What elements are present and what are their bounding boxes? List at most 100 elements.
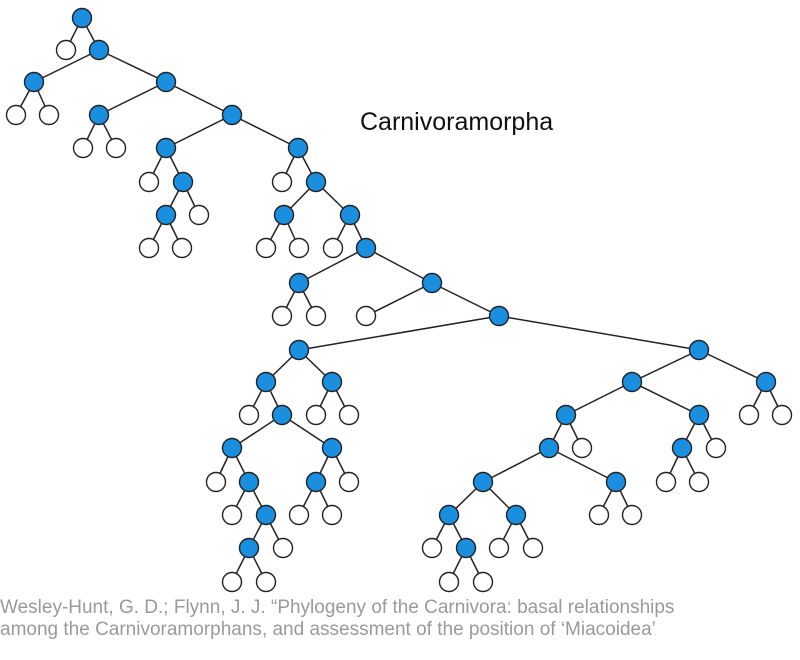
leaf-node: [321, 504, 343, 526]
tree-edge: [365, 247, 433, 284]
internal-node: [71, 7, 93, 29]
citation-line-1: Wesley-Hunt, G. D.; Flynn, J. J. “Phylog…: [0, 597, 675, 618]
leaf-node: [655, 471, 677, 493]
internal-node: [538, 437, 560, 459]
leaf-node: [472, 571, 494, 593]
internal-node: [155, 71, 177, 93]
tree-edge: [548, 447, 617, 483]
internal-node: [288, 339, 310, 361]
tree-edge: [365, 282, 433, 317]
leaf-node: [288, 237, 310, 259]
leaf-node: [738, 404, 760, 426]
internal-node: [255, 504, 277, 526]
tree-edge: [631, 381, 700, 416]
internal-node: [305, 471, 327, 493]
internal-node: [472, 471, 494, 493]
internal-node: [288, 272, 310, 294]
internal-node: [172, 171, 194, 193]
tree-edge: [431, 282, 500, 317]
phylogenetic-tree: [5, 7, 793, 593]
internal-node: [88, 39, 110, 61]
leaf-node: [221, 504, 243, 526]
leaf-node: [571, 437, 593, 459]
leaf-node: [421, 537, 443, 559]
tree-edge: [165, 114, 233, 149]
tree-edge: [298, 247, 367, 284]
internal-node: [671, 437, 693, 459]
internal-node: [155, 204, 177, 226]
leaf-node: [55, 39, 77, 61]
internal-node: [621, 371, 643, 393]
internal-node: [505, 504, 527, 526]
leaf-node: [305, 404, 327, 426]
tree-edge: [565, 381, 633, 416]
internal-node: [755, 371, 777, 393]
internal-node: [421, 272, 443, 294]
internal-node: [287, 137, 309, 159]
leaf-node: [272, 537, 294, 559]
internal-node: [271, 404, 293, 426]
tree-edge: [498, 315, 700, 351]
leaf-node: [271, 171, 293, 193]
internal-node: [305, 171, 327, 193]
leaf-node: [438, 571, 460, 593]
internal-node: [23, 71, 45, 93]
tree-edge: [33, 49, 100, 83]
leaf-node: [338, 471, 360, 493]
citation-line-2: among the Carnivoramorphans, and assessm…: [0, 619, 656, 640]
leaf-node: [138, 237, 160, 259]
internal-node: [88, 104, 110, 126]
leaf-node: [271, 305, 293, 327]
leaf-node: [322, 237, 344, 259]
internal-node: [339, 204, 361, 226]
internal-node: [488, 305, 510, 327]
tree-edges: [15, 17, 783, 583]
internal-node: [155, 137, 177, 159]
leaf-node: [238, 404, 260, 426]
citation: Wesley-Hunt, G. D.; Flynn, J. J. “Phylog…: [0, 597, 800, 641]
tree-edge: [231, 114, 299, 149]
internal-node: [221, 104, 243, 126]
leaf-node: [38, 104, 60, 126]
tree-edge: [698, 349, 767, 383]
tree-edge: [165, 81, 233, 116]
leaf-node: [355, 305, 377, 327]
leaf-node: [488, 537, 510, 559]
tree-edge: [631, 349, 700, 383]
leaf-node: [305, 305, 327, 327]
leaf-node: [105, 137, 127, 159]
internal-node: [238, 471, 260, 493]
internal-node: [273, 204, 295, 226]
internal-node: [238, 537, 260, 559]
leaf-node: [221, 571, 243, 593]
leaf-node: [588, 504, 610, 526]
leaf-node: [255, 571, 277, 593]
leaf-node: [205, 471, 227, 493]
tree-edge: [298, 315, 500, 351]
internal-node: [688, 339, 710, 361]
leaf-node: [621, 504, 643, 526]
tree-edge: [482, 447, 550, 483]
leaf-node: [338, 404, 360, 426]
internal-node: [438, 504, 460, 526]
leaf-node: [5, 104, 27, 126]
leaf-node: [72, 137, 94, 159]
leaf-node: [138, 171, 160, 193]
leaf-node: [771, 404, 793, 426]
leaf-node: [705, 437, 727, 459]
leaf-node: [288, 504, 310, 526]
clade-label: Carnivoramorpha: [360, 108, 554, 136]
internal-node: [255, 371, 277, 393]
leaf-node: [171, 237, 193, 259]
internal-node: [221, 437, 243, 459]
tree-edge: [98, 49, 167, 83]
tree-edge: [98, 81, 167, 116]
leaf-node: [522, 537, 544, 559]
leaf-node: [255, 237, 277, 259]
internal-node: [321, 437, 343, 459]
tree-nodes: [5, 7, 793, 593]
internal-node: [455, 537, 477, 559]
internal-node: [688, 404, 710, 426]
leaf-node: [688, 471, 710, 493]
leaf-node: [188, 204, 210, 226]
